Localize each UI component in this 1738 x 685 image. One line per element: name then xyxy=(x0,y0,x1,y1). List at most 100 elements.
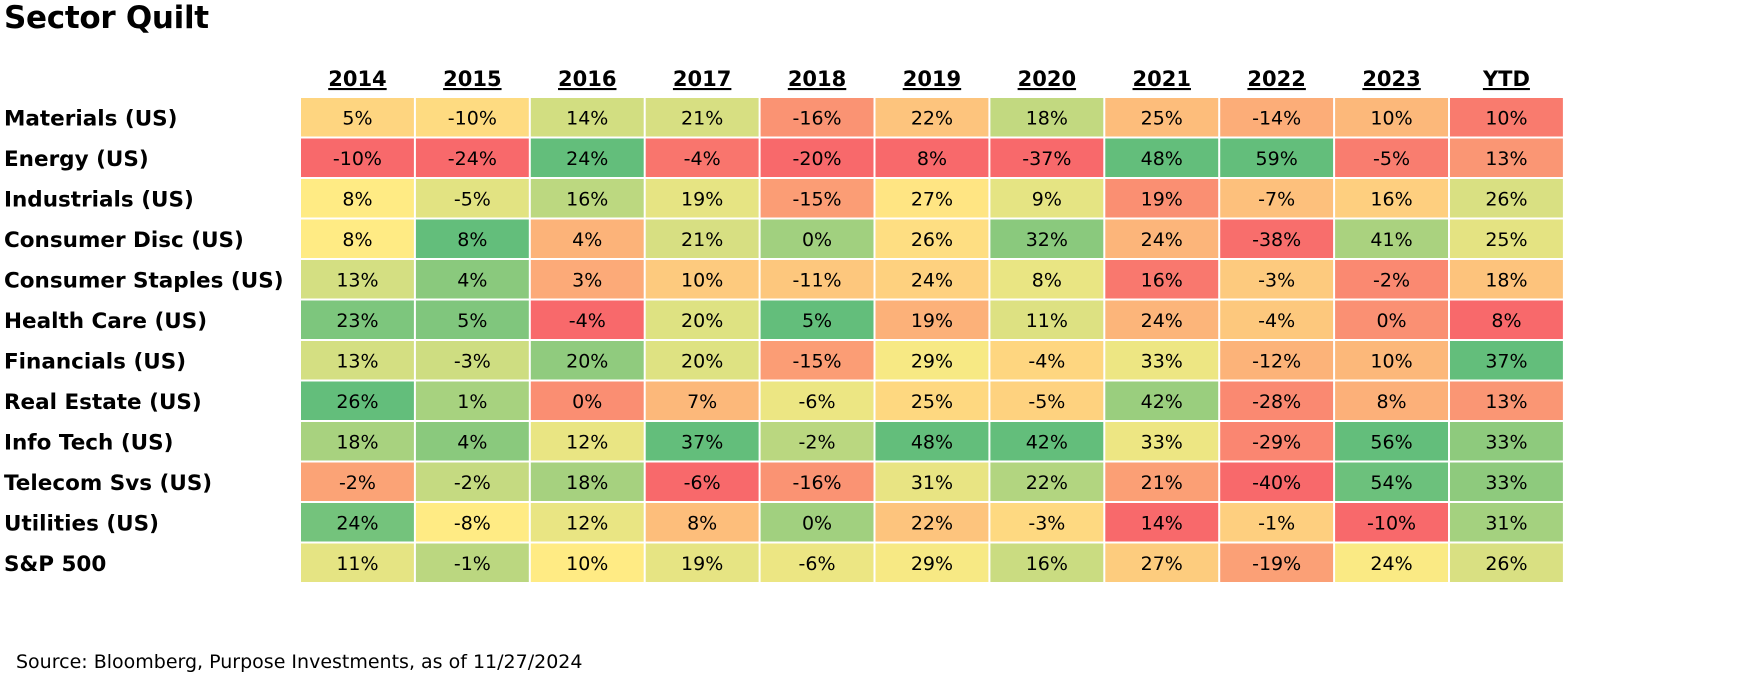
cell-value: -4% xyxy=(684,148,721,170)
cell-value: 27% xyxy=(1141,553,1183,575)
heatmap-cell xyxy=(1105,300,1219,339)
cell-value: 26% xyxy=(1485,553,1527,575)
heatmap-cell xyxy=(760,422,874,461)
heatmap-cell xyxy=(990,98,1104,137)
heatmap-cells: 5% -10% 14% 21% -16% 22% 18% 25% -14% 10% 10% -10% -… xyxy=(301,98,1563,582)
cell-value: -2% xyxy=(454,472,491,494)
heatmap-cell xyxy=(530,381,644,420)
heatmap-cell xyxy=(875,138,989,177)
cell-value: 4% xyxy=(572,229,602,251)
cell-value: 5% xyxy=(457,310,487,332)
cell-value: 14% xyxy=(566,107,608,129)
cell-value: 24% xyxy=(566,148,608,170)
heatmap-cell xyxy=(760,138,874,177)
cell-value: -4% xyxy=(1258,310,1295,332)
cell-value: -6% xyxy=(799,391,836,413)
cell-value: -37% xyxy=(1022,148,1071,170)
heatmap-cell xyxy=(1335,503,1448,542)
cell-value: 10% xyxy=(1370,350,1412,372)
heatmap-cell xyxy=(645,341,759,380)
heatmap-cell xyxy=(415,98,529,137)
cell-value: 25% xyxy=(911,391,953,413)
cell-value: 37% xyxy=(681,431,723,453)
cell-value: -12% xyxy=(1252,350,1301,372)
cell-value: 16% xyxy=(1370,188,1412,210)
heatmap-cell xyxy=(990,219,1104,258)
heatmap-cell xyxy=(875,341,989,380)
cell-value: -2% xyxy=(1373,269,1410,291)
heatmap-cell xyxy=(760,341,874,380)
column-header: 2022 xyxy=(1247,67,1305,91)
cell-value: 8% xyxy=(1032,269,1062,291)
heatmap-cell xyxy=(301,300,414,339)
row-labels: Materials (US) Energy (US) Industrials (US… xyxy=(4,106,284,577)
heatmap-cell xyxy=(875,422,989,461)
heatmap-cell xyxy=(990,503,1104,542)
cell-value: 25% xyxy=(1485,229,1527,251)
cell-value: 0% xyxy=(1376,310,1406,332)
cell-value: 42% xyxy=(1141,391,1183,413)
heatmap-cell xyxy=(1450,300,1563,339)
cell-value: -5% xyxy=(1028,391,1065,413)
heatmap-cell xyxy=(760,462,874,501)
cell-value: 19% xyxy=(681,188,723,210)
cell-value: -5% xyxy=(454,188,491,210)
heatmap-cell xyxy=(1220,260,1334,299)
cell-value: 12% xyxy=(566,512,608,534)
heatmap-cell xyxy=(875,543,989,582)
heatmap-cell xyxy=(990,300,1104,339)
heatmap-cell xyxy=(415,300,529,339)
cell-value: -4% xyxy=(569,310,606,332)
heatmap-cell xyxy=(645,462,759,501)
heatmap-cell xyxy=(1450,422,1563,461)
heatmap-cell xyxy=(301,422,414,461)
cell-value: 13% xyxy=(1485,391,1527,413)
cell-value: 4% xyxy=(457,269,487,291)
heatmap-cell xyxy=(760,503,874,542)
cell-value: 31% xyxy=(1485,512,1527,534)
heatmap-cell xyxy=(1335,260,1448,299)
heatmap-cell xyxy=(990,138,1104,177)
heatmap-cell xyxy=(530,462,644,501)
cell-value: 18% xyxy=(336,431,378,453)
cell-value: 25% xyxy=(1141,107,1183,129)
cell-value: 41% xyxy=(1370,229,1412,251)
cell-value: 24% xyxy=(911,269,953,291)
cell-value: 42% xyxy=(1026,431,1068,453)
cell-value: -20% xyxy=(793,148,842,170)
cell-value: 20% xyxy=(681,310,723,332)
cell-value: 21% xyxy=(1141,472,1183,494)
heatmap-cell xyxy=(530,260,644,299)
cell-value: -10% xyxy=(333,148,382,170)
heatmap-cell xyxy=(301,341,414,380)
row-label: Utilities (US) xyxy=(4,511,159,536)
cell-value: -1% xyxy=(1258,512,1295,534)
row-label: Energy (US) xyxy=(4,147,149,172)
heatmap-cell xyxy=(530,98,644,137)
heatmap-cell xyxy=(1450,260,1563,299)
heatmap-cell xyxy=(1450,98,1563,137)
cell-value: 24% xyxy=(1141,229,1183,251)
cell-value: 21% xyxy=(681,107,723,129)
cell-value: 18% xyxy=(1485,269,1527,291)
cell-value: 26% xyxy=(1485,188,1527,210)
heatmap-cell xyxy=(1335,341,1448,380)
cell-value: 4% xyxy=(457,431,487,453)
column-header: 2015 xyxy=(443,67,501,91)
heatmap-cell xyxy=(415,381,529,420)
heatmap-cell xyxy=(1105,422,1219,461)
heatmap-cell xyxy=(760,300,874,339)
heatmap-cell xyxy=(1335,300,1448,339)
heatmap-cell xyxy=(1335,462,1448,501)
cell-value: 11% xyxy=(1026,310,1068,332)
heatmap-cell xyxy=(875,381,989,420)
heatmap-cell xyxy=(1220,138,1334,177)
heatmap-cell xyxy=(1335,543,1448,582)
heatmap-cell xyxy=(1105,179,1219,218)
heatmap-cell xyxy=(875,98,989,137)
heatmap-cell xyxy=(301,138,414,177)
cell-value: 0% xyxy=(572,391,602,413)
cell-value: 10% xyxy=(566,553,608,575)
heatmap-cell xyxy=(1105,341,1219,380)
heatmap-cell xyxy=(875,462,989,501)
